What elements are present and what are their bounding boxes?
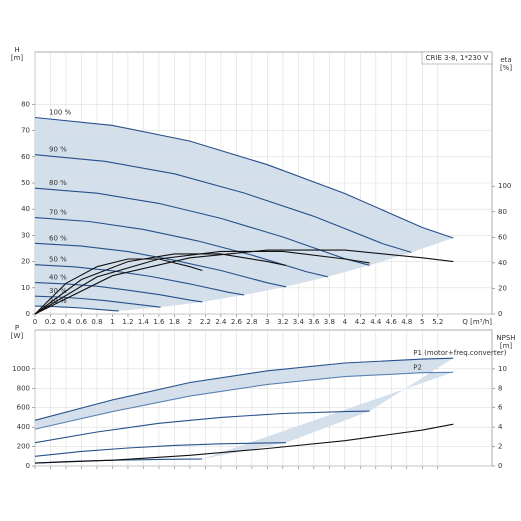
x-tick-label: 2 <box>188 318 192 326</box>
x-tick-label: 0.4 <box>60 318 72 326</box>
y-tick-label: 0 <box>26 310 30 318</box>
curve-label: 60 % <box>49 234 67 242</box>
x-tick-label: 0.6 <box>76 318 88 326</box>
y-axis-unit: [W] <box>11 332 24 340</box>
curve <box>34 249 454 315</box>
curve-label: 80 % <box>49 179 67 187</box>
curve <box>34 250 370 315</box>
curve-label: 50 % <box>49 256 67 264</box>
y2-tick-label: 10 <box>498 365 507 373</box>
y-tick-label: 0 <box>26 462 30 470</box>
y2-tick-label: 100 <box>498 182 511 190</box>
x-axis-label: Q [m³/h] <box>462 318 492 326</box>
x-tick-label: 1.2 <box>122 318 133 326</box>
curve-label: 100 % <box>49 109 72 117</box>
curve <box>34 442 287 457</box>
curve <box>34 423 454 464</box>
curve <box>34 371 454 430</box>
y2-tick-label: 60 <box>498 233 507 241</box>
x-tick-label: 3.6 <box>308 318 320 326</box>
x-tick-label: 4.2 <box>355 318 366 326</box>
y-tick-label: 1000 <box>12 365 30 373</box>
x-tick-label: 2.6 <box>231 318 243 326</box>
y-tick-label: 50 <box>21 179 30 187</box>
y2-axis-label: NPSH <box>496 334 515 342</box>
y2-tick-label: 8 <box>498 384 502 392</box>
x-tick-label: 2.2 <box>200 318 211 326</box>
y2-axis-label: eta <box>500 56 511 64</box>
y-tick-label: 400 <box>17 423 30 431</box>
y2-tick-label: 80 <box>498 208 507 216</box>
y-axis-label: P <box>15 324 19 332</box>
x-tick-label: 4.8 <box>401 318 412 326</box>
y-tick-label: 80 <box>21 100 30 108</box>
y2-axis-unit: [m] <box>500 342 513 350</box>
y2-tick-label: 4 <box>498 423 503 431</box>
y-tick-label: 30 <box>21 231 30 239</box>
curve-label: P1 (motor+freq.converter) <box>413 349 506 357</box>
x-tick-label: 5.2 <box>432 318 443 326</box>
y-tick-label: 10 <box>21 284 30 292</box>
curve-label: P2 <box>413 363 422 371</box>
y-tick-label: 800 <box>17 384 30 392</box>
x-tick-label: 0.8 <box>91 318 102 326</box>
y2-axis-unit: [%] <box>500 64 512 72</box>
curve <box>34 116 454 239</box>
curve <box>34 357 454 421</box>
x-tick-label: 3.2 <box>277 318 288 326</box>
x-tick-label: 0.2 <box>45 318 56 326</box>
x-tick-label: 1.6 <box>153 318 165 326</box>
x-tick-label: 4.4 <box>370 318 382 326</box>
y-tick-label: 200 <box>17 443 30 451</box>
x-tick-label: 3 <box>265 318 269 326</box>
curve-label: 20 % <box>49 297 67 305</box>
curve-label: 90 % <box>49 146 67 154</box>
operating-range <box>35 358 454 460</box>
x-tick-label: 0 <box>33 318 37 326</box>
curve-label: 70 % <box>49 209 67 217</box>
curve <box>34 217 328 278</box>
curve <box>34 410 370 444</box>
y-axis-unit: [m] <box>11 54 24 62</box>
operating-range <box>35 117 454 311</box>
curve <box>34 264 245 296</box>
y-tick-label: 20 <box>21 258 30 266</box>
y2-tick-label: 6 <box>498 404 503 412</box>
x-tick-label: 3.4 <box>293 318 305 326</box>
curve <box>34 154 412 253</box>
x-tick-label: 1.4 <box>138 318 150 326</box>
x-tick-label: 4 <box>343 318 348 326</box>
x-tick-label: 4.6 <box>386 318 398 326</box>
y2-tick-label: 2 <box>498 443 502 451</box>
y-tick-label: 60 <box>21 153 30 161</box>
curve <box>34 258 203 315</box>
y-tick-label: 70 <box>21 127 30 135</box>
x-tick-label: 1 <box>110 318 114 326</box>
x-tick-label: 3.8 <box>324 318 335 326</box>
y2-tick-label: 0 <box>498 462 502 470</box>
chart-title: CRIE 3-8, 1*230 V <box>426 54 489 62</box>
x-tick-label: 1.8 <box>169 318 180 326</box>
y2-tick-label: 40 <box>498 259 507 267</box>
curve <box>34 253 287 315</box>
y2-tick-label: 20 <box>498 284 507 292</box>
x-tick-label: 2.4 <box>215 318 227 326</box>
y-tick-label: 600 <box>17 404 30 412</box>
x-tick-label: 5 <box>420 318 424 326</box>
x-tick-label: 2.8 <box>246 318 257 326</box>
y-axis-label: H <box>14 46 19 54</box>
curve <box>34 242 287 288</box>
title-box <box>421 51 493 65</box>
curve-label: 40 % <box>49 274 67 282</box>
y-tick-label: 40 <box>21 205 30 213</box>
y2-tick-label: 0 <box>498 310 502 318</box>
